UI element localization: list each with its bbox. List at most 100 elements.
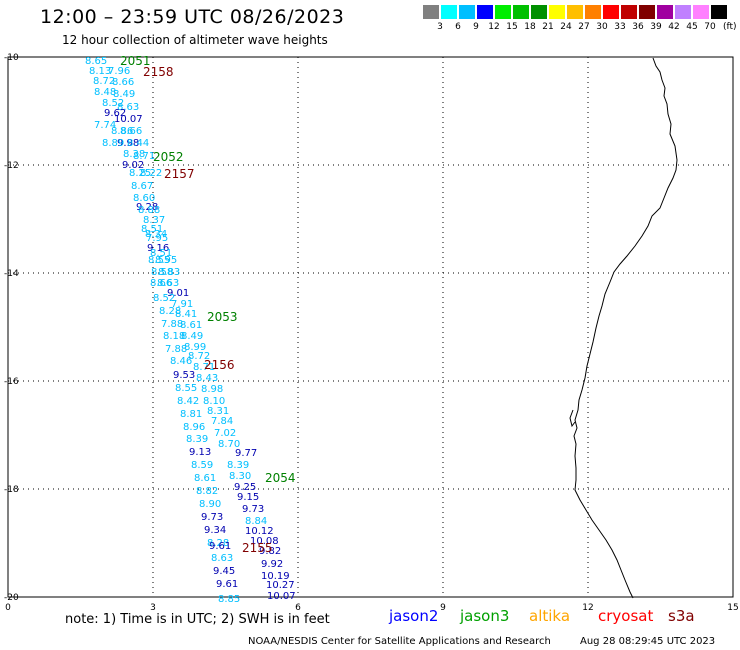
wave-height-value: 8.37 [143, 215, 165, 226]
wave-height-value: 10.07 [267, 591, 296, 602]
wave-height-value: 8.96 [183, 422, 205, 433]
wave-height-value: 8.63 [211, 553, 233, 564]
wave-height-value: 9.73 [201, 512, 223, 523]
wave-height-value: 9.82 [259, 546, 281, 557]
wave-height-value: 9.28 [136, 202, 158, 213]
wave-height-value: 8.39 [227, 460, 249, 471]
wave-height-value: 10.27 [266, 580, 295, 591]
wave-height-value: 7.84 [211, 416, 233, 427]
legend-swatch [657, 5, 673, 19]
satellite-altika: altika [529, 607, 571, 625]
legend-label: 27 [578, 22, 590, 32]
satellite-jason2: jason2 [389, 607, 439, 625]
wave-height-value: 8.13 [89, 66, 111, 77]
legend-swatch [567, 5, 583, 19]
legend-label: 39 [650, 22, 662, 32]
legend-unit: (ft) [723, 22, 737, 32]
wave-height-value: 8.66 [120, 126, 142, 137]
pass-id-label: 2155 [242, 541, 273, 555]
wave-height-value: 8.99 [184, 342, 206, 353]
wave-height-value: 9.98 [117, 138, 139, 149]
wave-height-value: 8.51 [141, 224, 163, 235]
wave-height-value: 8.66 [150, 278, 172, 289]
legend-label: 42 [668, 22, 680, 32]
credit-text: NOAA/NESDIS Center for Satellite Applica… [248, 636, 551, 647]
wave-height-value: 7.02 [214, 428, 236, 439]
lon-tick-label: 3 [150, 603, 156, 613]
legend-swatch [495, 5, 511, 19]
coastline-path [573, 57, 678, 599]
wave-height-value: 9.16 [147, 243, 169, 254]
wave-height-value: 8.82 [196, 486, 218, 497]
wave-height-value: 8.59 [191, 460, 213, 471]
pass-id-label: 2053 [207, 310, 238, 324]
legend-swatch [603, 5, 619, 19]
wave-height-value: 8.52 [153, 293, 175, 304]
wave-height-value: 8.22 [140, 168, 162, 179]
wave-height-value: 9.61 [209, 541, 231, 552]
wave-height-value: 9.73 [242, 504, 264, 515]
timestamp-text: Aug 28 08:29:45 UTC 2023 [580, 636, 716, 647]
wave-height-value: 9.53 [173, 370, 195, 381]
wave-height-value: 9.34 [204, 525, 226, 536]
lat-tick-label: -12 [4, 161, 19, 171]
wave-height-value: 8.51 [150, 248, 172, 259]
legend-label: 9 [473, 22, 479, 32]
wave-height-value: 8.89 [102, 138, 124, 149]
legend-swatch [675, 5, 691, 19]
satellite-s3a: s3a [668, 607, 695, 625]
pass-id-label: 2156 [204, 358, 235, 372]
wave-height-value: 8.88 [138, 205, 160, 216]
wave-height-value: 8.28 [207, 538, 229, 549]
legend-swatch [513, 5, 529, 19]
satellite-cryosat: cryosat [598, 607, 654, 625]
wave-height-value: 7.88 [161, 319, 183, 330]
legend-swatch [693, 5, 709, 19]
wave-height-value: 8.61 [180, 320, 202, 331]
wave-height-value: 8.95 [155, 255, 177, 266]
wave-height-value: 8.46 [170, 356, 192, 367]
wave-height-value: 8.55 [175, 383, 197, 394]
wave-height-value: 8.83 [158, 267, 180, 278]
wave-height-labels: 8.658.137.968.728.668.488.498.528.639.62… [85, 56, 296, 605]
lat-tick-label: -16 [4, 377, 19, 387]
legend-label: 3 [437, 22, 443, 32]
legend-swatch [585, 5, 601, 19]
wave-height-value: 8.70 [218, 439, 240, 450]
legend-label: 30 [596, 22, 608, 32]
wave-height-value: 8.63 [157, 278, 179, 289]
lon-tick-label: 15 [727, 603, 738, 613]
wave-height-value: 9.02 [122, 160, 144, 171]
wave-height-value: 8.31 [207, 406, 229, 417]
legend-swatch [441, 5, 457, 19]
wave-height-value: 8.71 [133, 151, 155, 162]
wave-height-value: 8.41 [175, 309, 197, 320]
pass-id-label: 2158 [143, 65, 174, 79]
legend-label: 70 [704, 22, 716, 32]
coastline-inlet [569, 409, 576, 428]
wave-height-value: 7.88 [165, 344, 187, 355]
wave-height-value: 10.19 [261, 571, 290, 582]
wave-height-value: 9.13 [189, 447, 211, 458]
wave-height-value: 9.62 [104, 108, 126, 119]
wave-height-value: 7.96 [108, 66, 130, 77]
plot-border [7, 56, 734, 598]
wave-height-value: 8.30 [229, 471, 251, 482]
wave-height-value: 9.15 [237, 492, 259, 503]
legend-label: 33 [614, 22, 626, 32]
legend-swatch [639, 5, 655, 19]
wave-height-value: 7.74 [94, 120, 116, 131]
lat-tick-label: -18 [4, 485, 19, 495]
wave-height-value: 8.61 [194, 473, 216, 484]
lon-tick-label: 0 [5, 603, 11, 613]
legend-swatch [477, 5, 493, 19]
legend-swatch [531, 5, 547, 19]
lat-tick-label: -10 [4, 53, 19, 63]
wave-height-value: 8.84 [245, 516, 267, 527]
wave-height-value: 8.66 [112, 77, 134, 88]
wave-height-value: 9.77 [235, 448, 257, 459]
legend-label: 18 [524, 22, 536, 32]
wave-height-value: 9.61 [216, 579, 238, 590]
